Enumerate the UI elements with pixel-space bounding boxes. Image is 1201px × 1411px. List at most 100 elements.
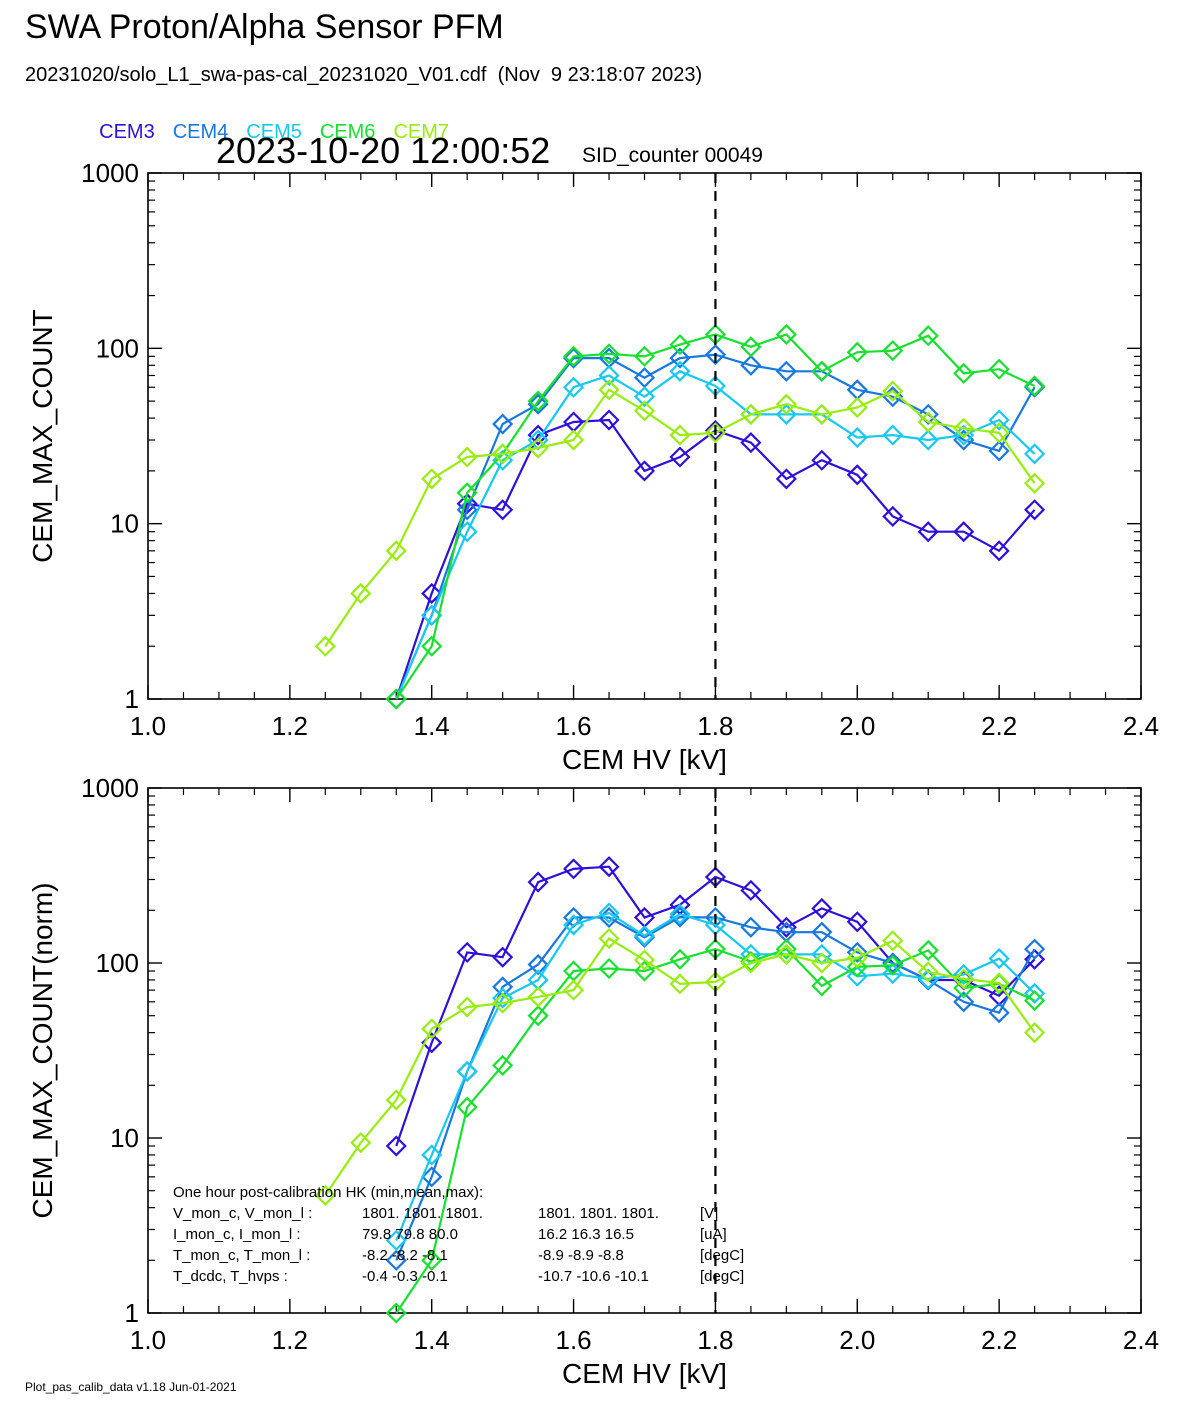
data-point-cem4 <box>704 344 726 366</box>
x-tick-label: 1.2 <box>272 1325 308 1355</box>
data-point-cem3 <box>846 464 868 486</box>
series-line-cem5 <box>395 370 1036 700</box>
data-point-cem5 <box>988 409 1010 431</box>
data-point-cem4 <box>740 916 762 938</box>
legend-item-cem4: CEM4 <box>172 121 229 143</box>
data-point-cem3 <box>598 856 620 878</box>
x-tick-label: 1.4 <box>414 1325 450 1355</box>
data-point-cem5 <box>563 914 585 936</box>
data-point-cem6 <box>669 334 691 356</box>
x-axis-label: CEM HV [kV] <box>562 744 727 775</box>
data-point-cem3 <box>882 505 904 527</box>
data-point-cem3 <box>527 871 549 893</box>
legend-item-cem6: CEM6 <box>319 121 376 143</box>
data-point-cem5 <box>633 386 656 408</box>
data-point-cem4 <box>1024 938 1046 960</box>
data-point-cem5 <box>421 604 443 626</box>
data-point-cem7 <box>775 393 797 415</box>
data-point-cem5 <box>456 521 478 543</box>
data-point-cem6 <box>633 960 656 982</box>
x-tick-label: 1.2 <box>272 711 308 741</box>
data-point-cem7 <box>669 973 691 995</box>
data-point-cem3 <box>988 540 1010 562</box>
data-point-cem3 <box>775 916 797 938</box>
x-tick-label: 2.4 <box>1123 711 1159 741</box>
data-point-cem6 <box>811 975 833 997</box>
data-point-cem5 <box>846 965 868 987</box>
data-point-cem5 <box>385 1229 407 1251</box>
data-point-cem7 <box>633 949 656 971</box>
data-point-cem6 <box>527 390 549 412</box>
data-point-cem4 <box>917 403 939 425</box>
data-point-cem5 <box>1024 443 1046 465</box>
data-point-cem4 <box>988 440 1010 462</box>
legend-item-cem5: CEM5 <box>246 121 302 143</box>
x-tick-label: 1.8 <box>697 711 733 741</box>
data-point-cem6 <box>1024 375 1046 397</box>
data-point-cem3 <box>563 858 585 880</box>
x-tick-label: 2.2 <box>981 711 1017 741</box>
data-point-cem7 <box>598 927 620 950</box>
y-tick-label: 100 <box>96 948 139 978</box>
y-tick-label: 1000 <box>81 773 139 803</box>
data-point-cem4 <box>846 941 868 963</box>
data-point-cem6 <box>917 325 939 347</box>
hk-title: One hour post-calibration HK (min,mean,m… <box>173 1184 483 1201</box>
data-point-cem7 <box>314 1184 336 1206</box>
data-point-cem5 <box>456 1060 478 1083</box>
data-point-cem7 <box>740 952 762 974</box>
data-point-cem3 <box>704 419 726 442</box>
data-point-cem7 <box>385 540 407 562</box>
data-point-cem5 <box>421 1144 443 1166</box>
data-point-cem7 <box>1024 1022 1046 1044</box>
data-point-cem7 <box>846 396 868 419</box>
data-point-cem6 <box>846 956 868 978</box>
data-point-cem7 <box>917 411 939 433</box>
data-point-cem7 <box>314 635 336 657</box>
data-point-cem3 <box>846 911 868 933</box>
x-tick-label: 1.6 <box>555 1325 591 1355</box>
timestamp: 2023-10-20 12:00:52 <box>216 130 551 171</box>
data-point-cem4 <box>456 499 478 521</box>
data-point-cem7 <box>456 996 478 1018</box>
data-point-cem6 <box>598 957 620 980</box>
hk-row-label: I_mon_c, I_mon_l : <box>173 1226 301 1243</box>
data-point-cem6 <box>988 358 1010 380</box>
x-tick-label: 1.6 <box>555 711 591 741</box>
data-point-cem4 <box>633 926 656 948</box>
x-tick-label: 1.0 <box>130 711 166 741</box>
data-point-cem5 <box>882 963 904 985</box>
data-point-cem6 <box>882 954 904 976</box>
data-point-cem6 <box>811 360 833 382</box>
data-point-cem3 <box>811 897 833 919</box>
data-point-cem5 <box>492 987 514 1009</box>
x-axis-label: CEM HV [kV] <box>562 1358 727 1389</box>
data-point-cem4 <box>492 413 514 435</box>
data-point-cem7 <box>953 417 975 439</box>
data-point-cem5 <box>669 360 691 382</box>
data-point-cem5 <box>882 424 904 446</box>
data-point-cem7 <box>492 443 514 465</box>
data-point-cem7 <box>350 582 372 604</box>
data-point-cem7 <box>421 468 443 490</box>
x-tick-label: 1.0 <box>130 1325 166 1355</box>
data-point-cem3 <box>740 432 762 454</box>
legend-item-cem3: CEM3 <box>99 121 155 143</box>
data-point-cem6 <box>456 1096 478 1118</box>
data-point-cem7 <box>811 403 833 425</box>
data-point-cem5 <box>846 426 868 449</box>
y-tick-label: 1 <box>125 684 139 714</box>
data-point-cem7 <box>740 403 762 425</box>
chart-panel-1: 1.0 1.2 1.4 1.6 1.8 2.0 2.2 2.4 1 10 100 1000 CEM HV… <box>27 158 1159 775</box>
data-point-cem5 <box>953 963 975 986</box>
x-tick-label: 2.0 <box>839 711 875 741</box>
data-point-cem7 <box>917 961 939 983</box>
data-point-cem7 <box>385 1089 407 1111</box>
hk-row-unit: [uA] <box>700 1226 727 1243</box>
data-point-cem6 <box>563 345 585 367</box>
data-point-cem3 <box>1024 499 1046 521</box>
data-point-cem4 <box>669 347 691 369</box>
data-point-cem3 <box>1024 948 1046 970</box>
data-point-cem6 <box>740 336 762 358</box>
